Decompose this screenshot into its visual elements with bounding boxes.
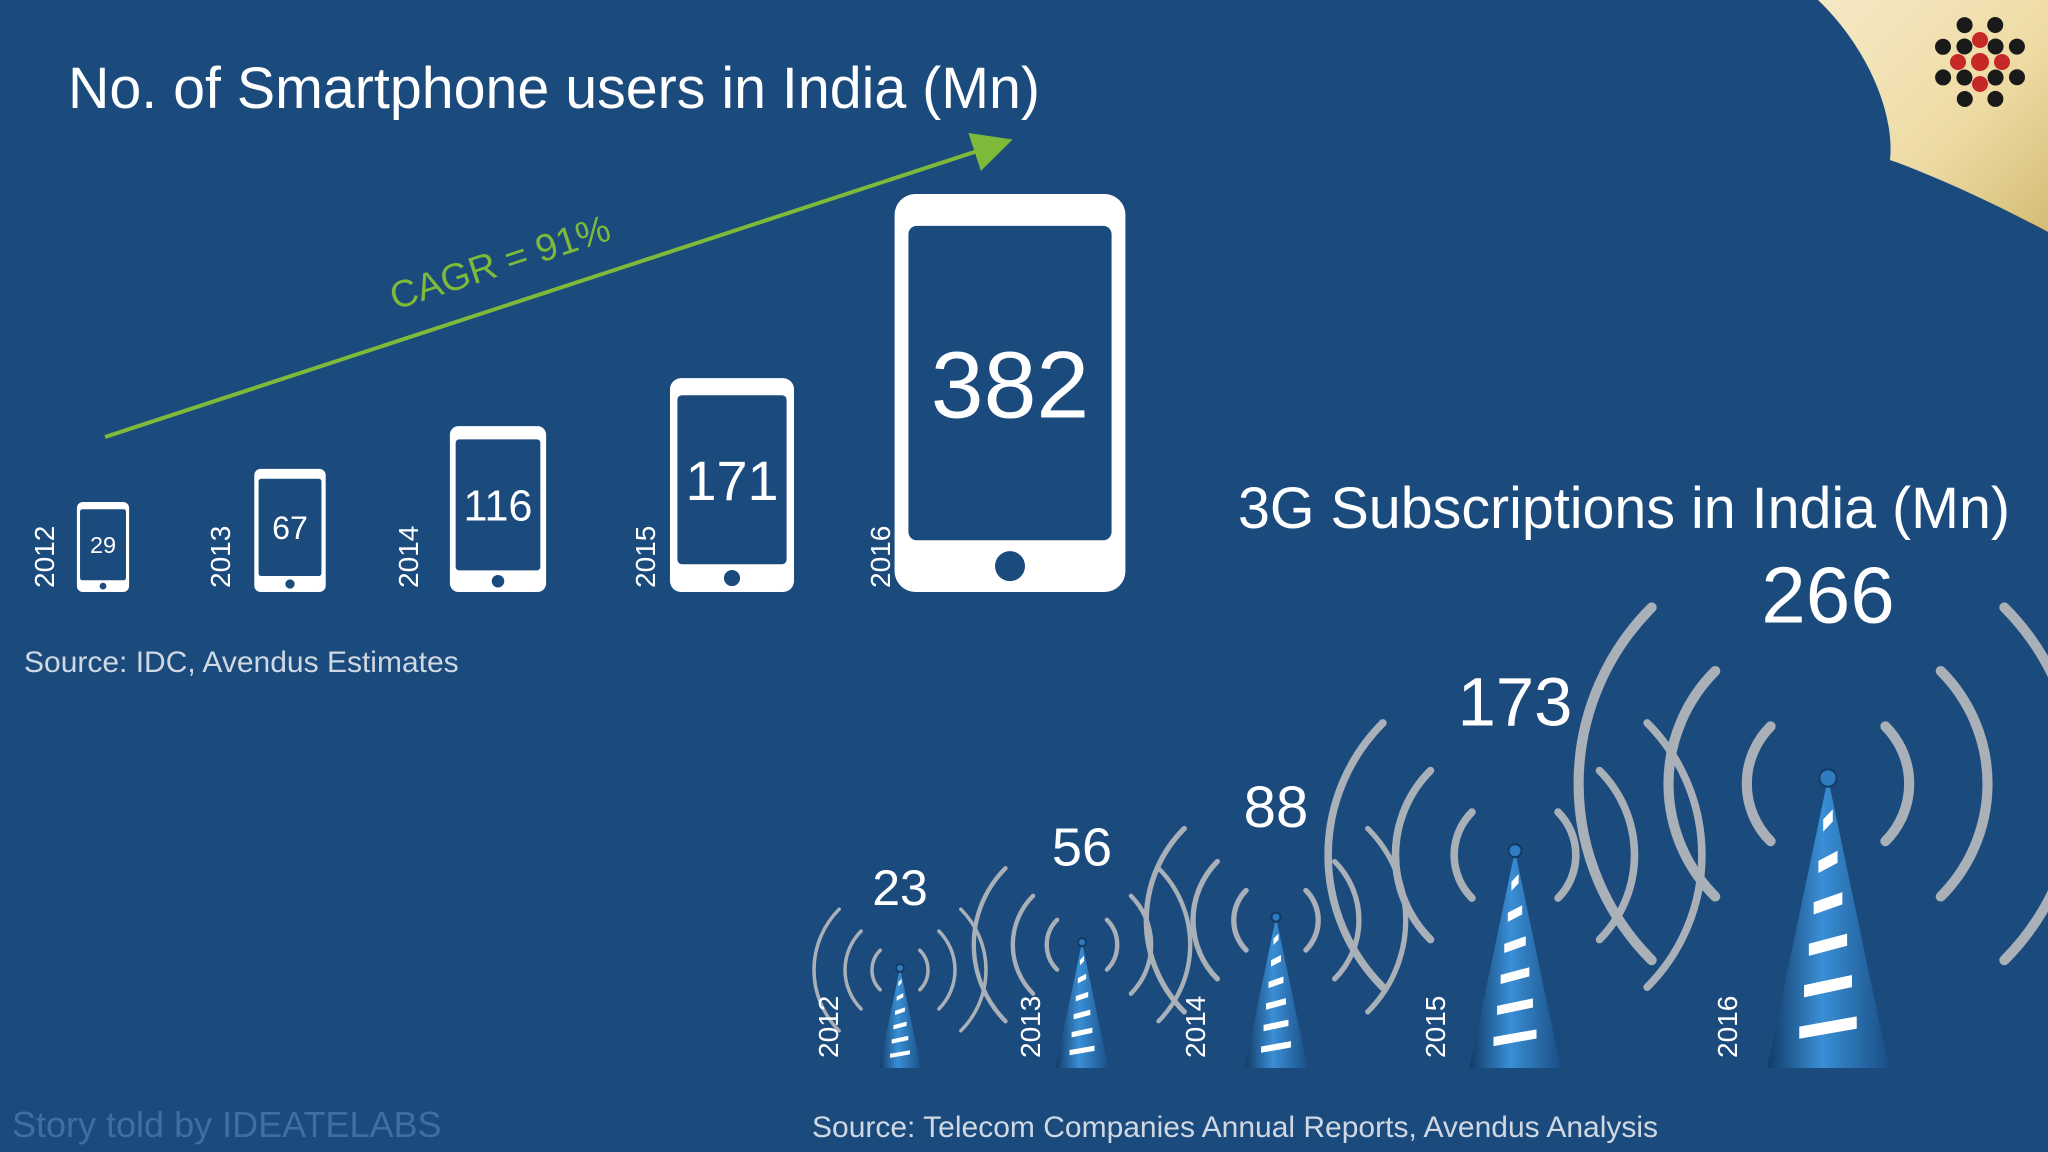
smartphone-value-label: 382 [931,332,1090,438]
threeg-tower-bar [1573,602,2048,1068]
smartphone-value-label: 116 [463,482,532,530]
smartphone-value-label: 29 [90,532,116,558]
smartphone-source: Source: IDC, Avendus Estimates [24,646,459,679]
threeg-year-label: 2012 [813,996,844,1058]
smartphone-chart-title: No. of Smartphone users in India (Mn) [68,56,1040,121]
footer-credit: Story told by IDEATELABS [12,1104,442,1145]
threeg-source: Source: Telecom Companies Annual Reports… [812,1111,1658,1144]
threeg-year-label: 2013 [1015,996,1046,1058]
smartphone-bar [76,502,130,592]
threeg-value-label: 88 [1244,775,1309,840]
threeg-chart-title: 3G Subscriptions in India (Mn) [1238,476,2010,541]
threeg-bar-series: 23 2012 56 2013 88 2014 173 2015 266 2016 [812,550,2048,1068]
smartphone-value-label: 171 [685,449,778,512]
smartphone-year-label: 2015 [630,526,661,588]
threeg-tower-bar [812,907,988,1068]
dot-cluster-logo-icon [1935,17,2025,107]
threeg-tower-bar [1143,825,1409,1068]
smartphone-bar [254,468,326,592]
smartphone-bar [449,426,547,592]
threeg-tower-bar [1324,719,1706,1068]
cagr-label: CAGR = 91% [385,208,616,319]
smartphone-year-label: 2016 [865,526,896,588]
smartphone-year-label: 2013 [205,526,236,588]
threeg-year-label: 2014 [1180,996,1211,1058]
smartphone-bar [669,378,795,592]
threeg-value-label: 56 [1052,818,1112,878]
smartphone-value-label: 67 [272,510,308,546]
page-curl [1818,0,2048,232]
threeg-value-label: 173 [1458,664,1573,741]
threeg-value-label: 266 [1761,550,1894,639]
smartphone-bar [894,194,1126,592]
threeg-year-label: 2015 [1420,996,1451,1058]
smartphone-year-label: 2012 [29,526,60,588]
threeg-value-label: 23 [872,860,928,916]
cagr-trend-arrow [104,132,1013,439]
smartphone-year-label: 2014 [393,526,424,588]
threeg-year-label: 2016 [1712,996,1743,1058]
smartphone-bar-series: 29 2012 67 2013 116 2014 171 2015 382 2016 [29,194,1126,592]
